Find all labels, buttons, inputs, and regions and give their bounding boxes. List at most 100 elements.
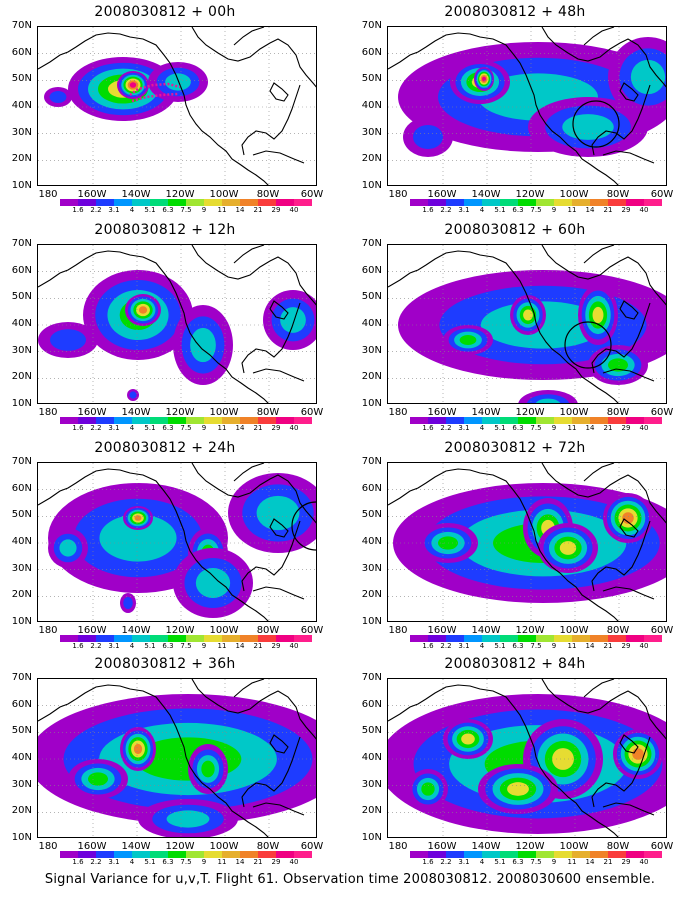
- coastline: [583, 245, 615, 264]
- colorbar-label: 3.1: [458, 424, 470, 432]
- coastline: [191, 245, 316, 306]
- contour-band: [280, 307, 306, 333]
- colorbar-label: 14: [235, 858, 245, 866]
- map-panel: 2008030812 + 48h 70N 60N 50N 40N 30N 20N 10N 180…: [350, 4, 680, 214]
- colorbar-swatch: [446, 199, 464, 206]
- colorbar-label: 3.1: [108, 642, 120, 650]
- coastline: [38, 250, 269, 403]
- coastline: [602, 802, 655, 816]
- lon-tick-label: 140W: [471, 841, 501, 852]
- colorbar-label: 4: [129, 642, 135, 650]
- lat-tick-label: 20N: [11, 153, 32, 165]
- colorbar-label: 29: [621, 424, 631, 432]
- lon-tick-label: 160W: [427, 841, 457, 852]
- colorbar-label: 2.2: [90, 858, 102, 866]
- lon-tick-label: 140W: [121, 189, 151, 200]
- colorbar-swatch: [464, 635, 482, 642]
- colorbar-swatch: [258, 199, 276, 206]
- colorbar-label: 40: [289, 424, 299, 432]
- colorbar-swatch: [500, 635, 518, 642]
- lon-tick-label: 160W: [427, 407, 457, 418]
- colorbar-label: 6.3: [512, 858, 524, 866]
- panel-title: 2008030812 + 60h: [444, 222, 586, 238]
- colorbar-label: 6.3: [162, 642, 174, 650]
- colorbar-label: 9: [551, 858, 557, 866]
- lon-tick-label: 160W: [427, 189, 457, 200]
- colorbar-label: 5.1: [494, 858, 506, 866]
- contour-band: [459, 335, 477, 345]
- lat-tick-label: 70N: [11, 238, 32, 249]
- colorbar-swatch: [464, 851, 482, 858]
- colorbar-label: 29: [271, 206, 281, 214]
- coastline: [191, 27, 316, 88]
- colorbar-swatch: [572, 417, 590, 424]
- colorbar-label: 7.5: [180, 206, 192, 214]
- map-panel: 2008030812 + 72h 70N 60N 50N 40N 30N 20N 10N 180…: [350, 440, 680, 650]
- colorbar-swatch: [608, 635, 626, 642]
- colorbar-label: 21: [253, 424, 263, 432]
- lon-tick-label: 100W: [209, 189, 239, 200]
- coastline: [619, 300, 639, 320]
- contour-band: [632, 748, 644, 760]
- colorbar-label: 9: [201, 858, 207, 866]
- colorbar-label: 9: [551, 206, 557, 214]
- colorbar-swatch: [222, 635, 240, 642]
- colorbar-label: 9: [551, 642, 557, 650]
- lon-tick-label: 80W: [606, 189, 630, 200]
- lat-tick-label: 10N: [11, 180, 32, 191]
- coastline: [541, 245, 666, 306]
- lat-tick-label: 20N: [11, 371, 32, 383]
- colorbar-swatch: [464, 417, 482, 424]
- lon-tick-label: 120W: [165, 841, 195, 852]
- colorbar-label: 2.2: [90, 206, 102, 214]
- colorbar-swatch: [168, 851, 186, 858]
- colorbar-label: 11: [567, 424, 577, 432]
- colorbar-swatch: [222, 199, 240, 206]
- contour-band: [535, 398, 561, 403]
- flight-track: [129, 82, 181, 103]
- map-frame: [387, 462, 667, 622]
- contour-band: [138, 306, 148, 314]
- lon-tick-label: 140W: [471, 189, 501, 200]
- colorbar-label: 21: [253, 642, 263, 650]
- colorbar-label: 6.3: [162, 206, 174, 214]
- coastline: [38, 32, 269, 185]
- contour-band: [592, 306, 604, 324]
- colorbar-swatch: [572, 851, 590, 858]
- lon-tick-label: 100W: [209, 841, 239, 852]
- lat-tick-label: 30N: [361, 126, 382, 138]
- map-frame: [37, 462, 317, 622]
- contour-band: [49, 91, 67, 103]
- colorbar-swatch: [222, 417, 240, 424]
- lat-tick-label: 10N: [11, 616, 32, 627]
- colorbar-swatch: [168, 635, 186, 642]
- coastline: [619, 734, 639, 754]
- coastline: [241, 520, 301, 592]
- contour-band: [165, 73, 191, 91]
- contour-band: [88, 772, 108, 786]
- colorbar-label: 9: [201, 642, 207, 650]
- coastline: [591, 84, 651, 156]
- contour-band: [129, 82, 137, 88]
- lat-tick-label: 70N: [361, 456, 382, 467]
- lon-tick-label: 140W: [121, 625, 151, 636]
- coastline: [388, 32, 619, 185]
- coastline: [583, 463, 615, 482]
- colorbar-label: 4: [479, 206, 485, 214]
- colorbar-swatch: [482, 635, 500, 642]
- colorbar-label: 7.5: [180, 858, 192, 866]
- colorbar-label: 5.1: [144, 424, 156, 432]
- colorbar-label: 2.2: [440, 642, 452, 650]
- lat-tick-label: 20N: [361, 589, 382, 601]
- colorbar-swatch: [78, 635, 96, 642]
- colorbar-swatch: [500, 199, 518, 206]
- colorbar-label: 40: [639, 424, 649, 432]
- lon-tick-label: 60W: [650, 407, 674, 418]
- colorbar-label: 1.6: [422, 424, 434, 432]
- lon-tick-label: 60W: [650, 625, 674, 636]
- colorbar-label: 11: [567, 642, 577, 650]
- colorbar-swatch: [294, 851, 312, 858]
- lat-tick-label: 60N: [361, 46, 382, 58]
- colorbar-label: 14: [585, 858, 595, 866]
- lat-tick-label: 30N: [11, 778, 32, 790]
